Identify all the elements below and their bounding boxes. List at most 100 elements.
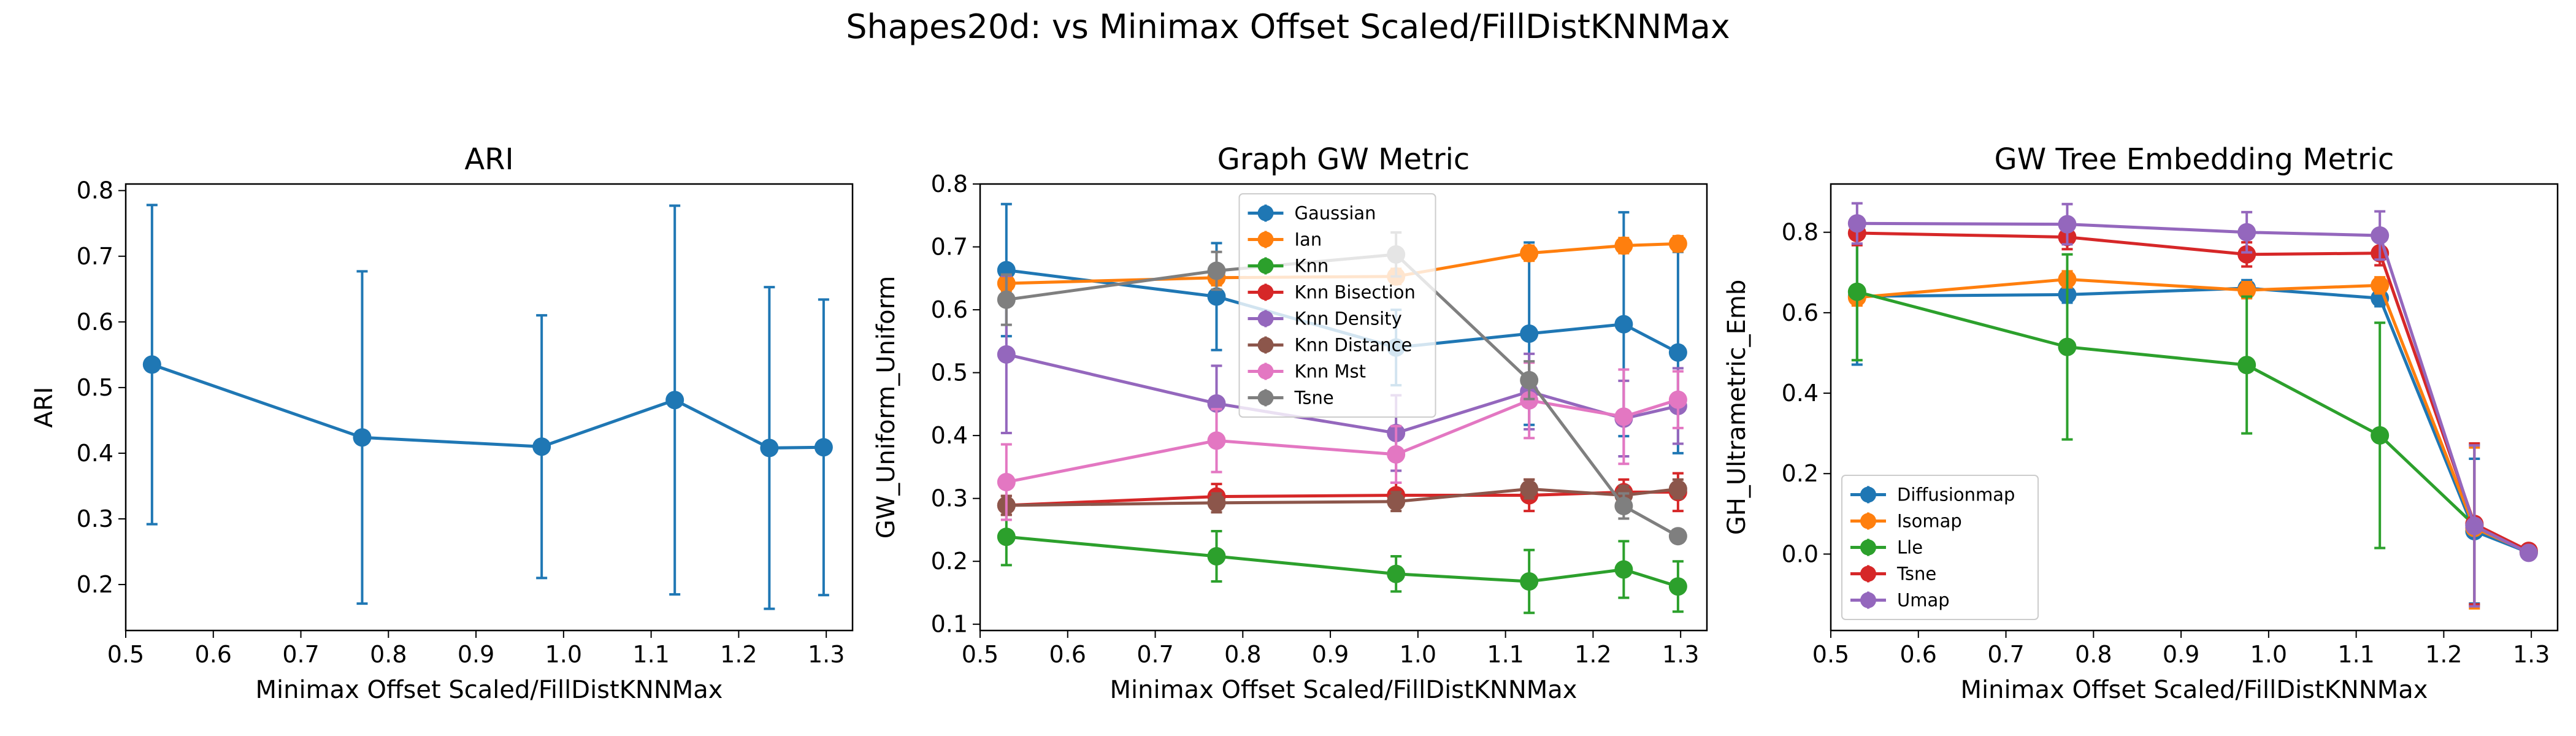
- data-point: [1668, 234, 1687, 253]
- data-point: [997, 290, 1016, 309]
- legend-label: Knn Mst: [1295, 361, 1367, 382]
- y-tick-label: 0.2: [77, 571, 113, 598]
- x-tick-label: 0.6: [1049, 641, 1086, 668]
- data-point: [1520, 370, 1539, 389]
- data-point: [1614, 236, 1633, 255]
- y-tick-label: 0.8: [77, 177, 113, 204]
- legend-swatch-marker: [1257, 205, 1274, 221]
- data-point: [532, 437, 551, 456]
- data-point: [1520, 391, 1539, 410]
- data-point: [1387, 564, 1406, 583]
- data-point: [2371, 276, 2390, 295]
- data-point: [2237, 223, 2256, 242]
- data-point: [1520, 324, 1539, 343]
- legend-label: Knn: [1295, 256, 1329, 277]
- data-point: [1207, 261, 1226, 280]
- x-tick-label: 0.5: [107, 641, 144, 668]
- x-tick-label: 1.2: [720, 641, 757, 668]
- data-point: [1387, 445, 1406, 464]
- data-point: [1614, 315, 1633, 334]
- y-tick-label: 0.5: [931, 359, 968, 386]
- data-point: [1520, 572, 1539, 591]
- legend-label: Knn Bisection: [1295, 282, 1416, 303]
- legend-swatch-marker: [1860, 565, 1876, 582]
- data-point: [997, 345, 1016, 364]
- data-point: [1207, 493, 1226, 512]
- chart-title: ARI: [464, 142, 513, 177]
- series-umap: [1847, 202, 2538, 608]
- chart-panel-1: 0.5 0.6 0.7 0.8 0.9 1.0 1.1 1.2 1.3 0.2 0.3 0.4 0.5 0…: [30, 142, 854, 704]
- series-knn-distance: [997, 478, 1687, 516]
- legend-label: Gaussian: [1295, 203, 1376, 224]
- data-point: [1668, 343, 1687, 362]
- data-point: [1614, 560, 1633, 579]
- legend-label: Ian: [1295, 229, 1322, 250]
- legend-swatch-marker: [1257, 258, 1274, 274]
- legend-frame: [1238, 193, 1436, 418]
- legend-label: Umap: [1897, 590, 1950, 611]
- y-tick-label: 0.6: [931, 296, 968, 323]
- y-tick-label: 0.1: [931, 611, 968, 638]
- x-tick-label: 0.8: [2075, 641, 2112, 668]
- data-point: [1614, 407, 1633, 426]
- x-tick-label: 0.6: [195, 641, 232, 668]
- data-point: [353, 428, 372, 447]
- x-axis-label: Minimax Offset Scaled/FillDistKNNMax: [256, 676, 723, 704]
- data-point: [665, 391, 684, 410]
- x-tick-label: 1.0: [545, 641, 582, 668]
- data-point: [2058, 215, 2077, 234]
- data-point: [2371, 226, 2390, 245]
- series-line: [1857, 221, 2529, 554]
- y-tick-label: 0.6: [77, 309, 113, 335]
- y-tick-label: 0.0: [1782, 540, 1819, 567]
- x-tick-label: 1.2: [1574, 641, 1611, 668]
- y-tick-label: 0.3: [77, 505, 113, 532]
- legend-label: Knn Density: [1295, 309, 1402, 329]
- data-point: [1207, 431, 1226, 450]
- data-point: [1520, 480, 1539, 499]
- y-tick-label: 0.2: [1782, 460, 1819, 487]
- data-point: [1847, 214, 1866, 233]
- x-tick-label: 0.7: [1987, 641, 2024, 668]
- legend-swatch-marker: [1860, 592, 1876, 608]
- y-axis-label: GH_Ultrametric_Emb: [1723, 280, 1751, 535]
- y-tick-label: 0.6: [1782, 299, 1819, 326]
- x-tick-label: 0.9: [458, 641, 494, 668]
- x-tick-label: 0.9: [1312, 641, 1349, 668]
- legend-label: Isomap: [1897, 511, 1962, 532]
- x-axis-label: Minimax Offset Scaled/FillDistKNNMax: [1110, 676, 1577, 704]
- y-tick-label: 0.7: [931, 234, 968, 261]
- data-point: [1207, 547, 1226, 566]
- data-point: [1207, 287, 1226, 306]
- data-point: [2371, 426, 2390, 445]
- data-point: [2058, 337, 2077, 356]
- data-point: [2237, 281, 2256, 300]
- legend-swatch-marker: [1257, 231, 1274, 248]
- legend-label: Knn Distance: [1295, 335, 1413, 356]
- legend-label: Tsne: [1896, 564, 1936, 585]
- legend: Diffusionmap Isomap Lle Tsne Umap: [1841, 475, 2039, 620]
- chart-panel-3: 0.5 0.6 0.7 0.8 0.9 1.0 1.1 1.2 1.3 0.0 0.2 0.4 0.6 0…: [1723, 142, 2559, 704]
- y-tick-label: 0.3: [931, 485, 968, 512]
- series-line: [1006, 253, 1679, 538]
- x-tick-label: 0.9: [2163, 641, 2199, 668]
- data-point: [1668, 390, 1687, 409]
- y-tick-label: 0.7: [77, 243, 113, 270]
- legend-swatch-marker: [1860, 486, 1876, 503]
- legend-swatch-marker: [1257, 363, 1274, 380]
- x-tick-label: 1.3: [1662, 641, 1699, 668]
- data-point: [1847, 282, 1866, 301]
- x-tick-label: 1.1: [1487, 641, 1524, 668]
- y-tick-label: 0.2: [931, 548, 968, 575]
- data-point: [2465, 516, 2484, 535]
- series-1: [142, 204, 833, 610]
- series-line: [1006, 398, 1679, 484]
- axes-frame: [125, 183, 854, 632]
- axes-frame: [1830, 183, 2559, 632]
- legend-label: Lle: [1897, 537, 1923, 558]
- figure-title: Shapes20d: vs Minimax Offset Scaled/Fill…: [846, 7, 1730, 46]
- y-tick-label: 0.5: [77, 374, 113, 401]
- y-axis-label: GW_Uniform_Uniform: [872, 276, 900, 539]
- chart-title: Graph GW Metric: [1217, 142, 1470, 177]
- x-tick-label: 0.5: [962, 641, 999, 668]
